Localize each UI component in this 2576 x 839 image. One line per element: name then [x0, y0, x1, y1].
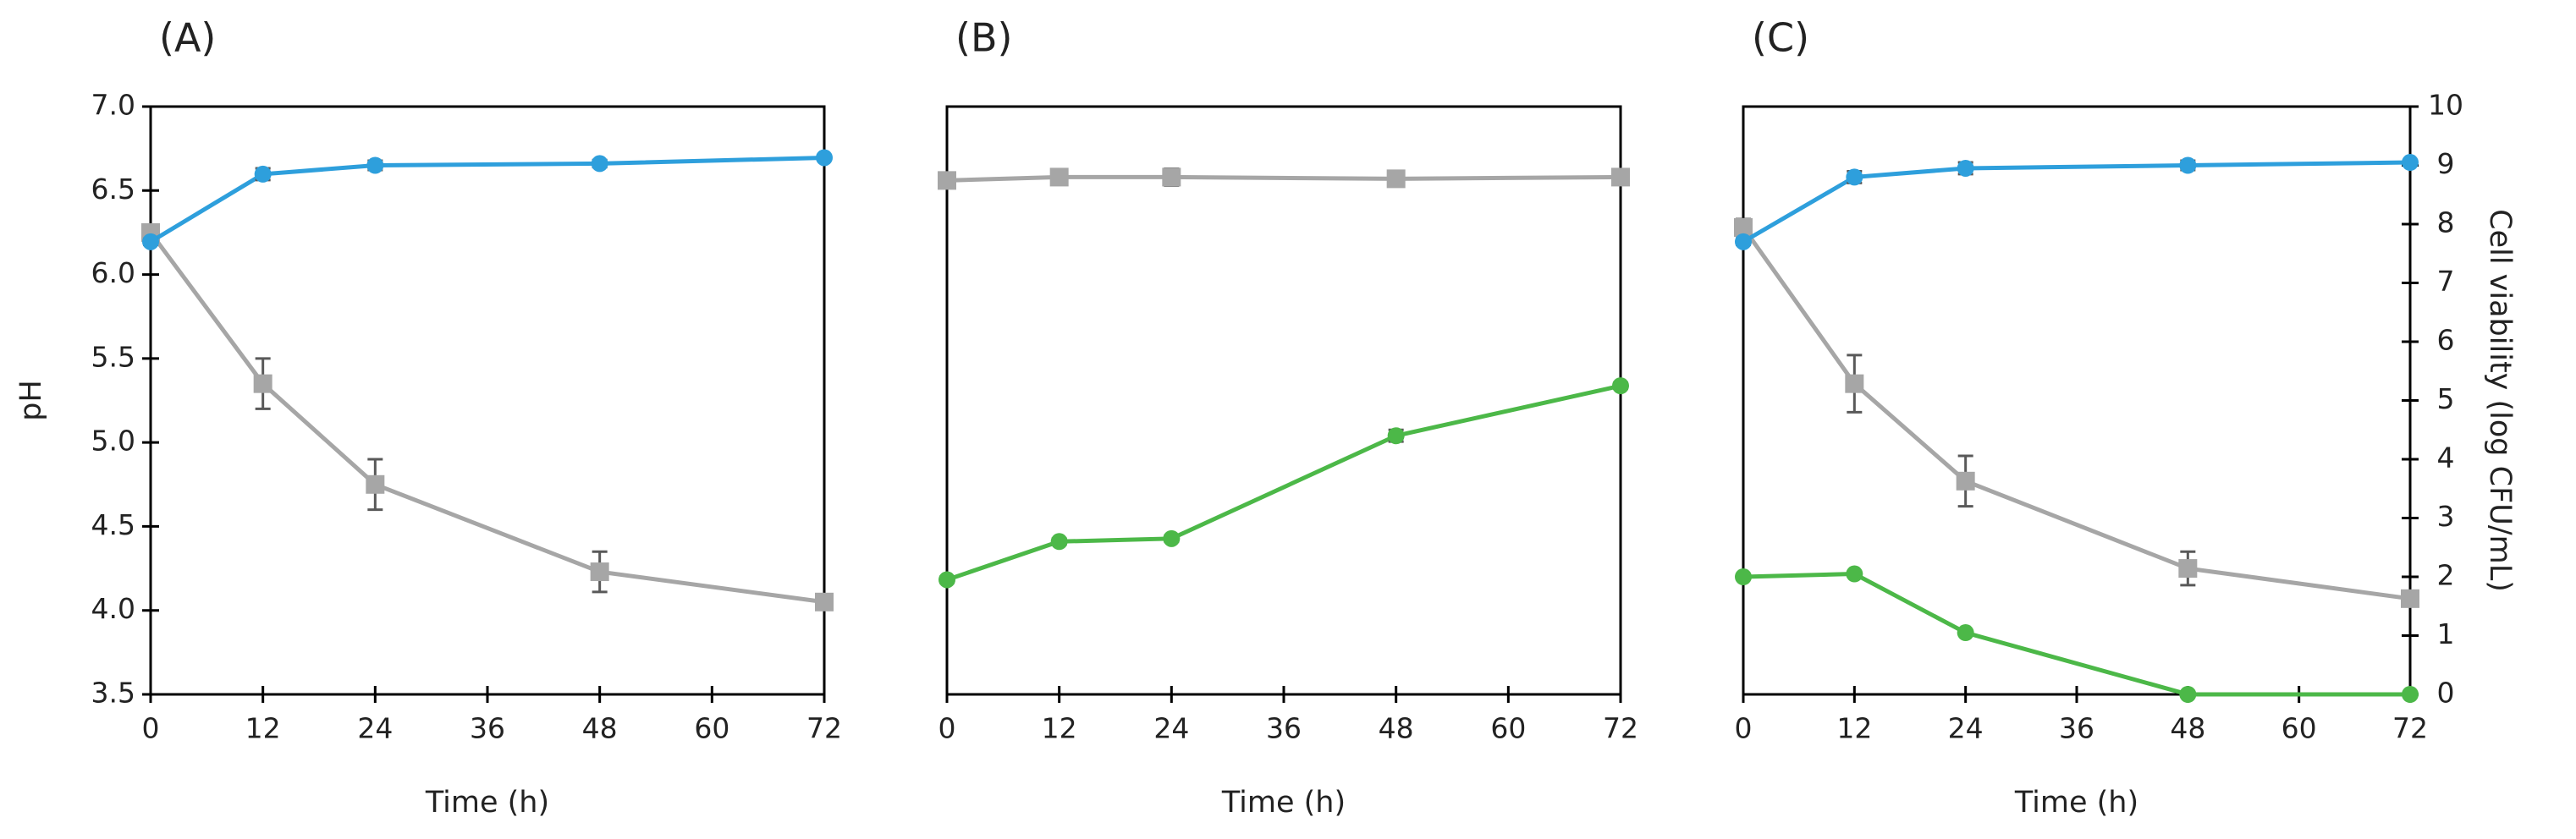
x-tick-label: 12 [1836, 712, 1872, 745]
marker [1163, 529, 1181, 547]
y-tick-label: 4.0 [91, 592, 135, 625]
x-tick-label: 72 [806, 712, 842, 745]
series-line [1741, 226, 2411, 601]
panel: (B) Time (h) 0 12 24 36 48 60 72 [938, 15, 1638, 820]
y2-tick-label: 7 [2437, 265, 2455, 298]
x-tick-label: 36 [1266, 712, 1302, 745]
marker [366, 156, 384, 174]
y-tick-label: 6.0 [91, 256, 135, 289]
marker [1612, 377, 1629, 395]
x-tick-label: 48 [1379, 712, 1414, 745]
x-axis-label: Time (h) [425, 786, 549, 820]
marker [815, 592, 834, 611]
y-tick-label: 4.5 [91, 508, 135, 541]
y2-tick-label: 10 [2428, 89, 2463, 122]
marker [1734, 217, 1753, 237]
marker [254, 165, 272, 183]
marker [2402, 686, 2419, 703]
x-tick-label: 36 [470, 712, 505, 745]
x-tick-label: 36 [2059, 712, 2094, 745]
y2-axis-label: Cell viability (log CFU/mL) [2483, 209, 2517, 592]
y-tick-label: 6.5 [91, 173, 135, 206]
plot-frame [149, 105, 826, 696]
y2-tick-label: 3 [2437, 500, 2455, 533]
x-tick-label: 0 [142, 712, 160, 745]
panel-label: (C) [1752, 15, 1809, 61]
x-axis-label: Time (h) [2014, 786, 2138, 820]
x-tick-label: 0 [1735, 712, 1753, 745]
y-tick-label: 3.5 [91, 677, 135, 710]
panel: (C)Time (h)0 12 24 36 48 60 72012345678910Cell… [1734, 15, 2517, 820]
y-axis-label: pH [14, 380, 48, 421]
y-tick-label: 5.0 [91, 425, 135, 458]
x-tick-label: 0 [938, 712, 956, 745]
x-tick-label: 72 [1603, 712, 1638, 745]
y2-tick-label: 4 [2437, 441, 2455, 474]
y2-tick-label: 6 [2437, 324, 2455, 357]
x-tick-label: 60 [2282, 712, 2317, 745]
y2-tick-label: 8 [2437, 206, 2455, 239]
marker [1735, 233, 1752, 250]
marker [2402, 154, 2419, 172]
marker [1049, 167, 1069, 187]
marker [2178, 559, 2198, 579]
x-axis-label: Time (h) [1221, 786, 1346, 820]
marker [938, 171, 956, 190]
marker [366, 474, 385, 494]
x-tick-label: 72 [2392, 712, 2428, 745]
panel: (A) Time (h) 0 12 24 36 48 60 72 3.5 4.0 4.5 5.0 5.5 6… [14, 15, 842, 820]
x-tick-label: 48 [582, 712, 618, 745]
marker [1386, 169, 1406, 189]
series-line [148, 231, 825, 605]
y-tick-label: 7.0 [91, 89, 135, 122]
x-tick-label: 12 [1042, 712, 1077, 745]
x-tick-label: 48 [2170, 712, 2205, 745]
marker [938, 571, 955, 589]
x-tick-label: 24 [1948, 712, 1984, 745]
series-line [946, 174, 1621, 183]
marker [1387, 427, 1405, 445]
panel-label: (A) [159, 15, 216, 61]
x-tick-label: 12 [245, 712, 281, 745]
marker [2401, 589, 2419, 608]
plot-frame [1742, 105, 2412, 696]
marker [142, 233, 159, 250]
marker [1611, 167, 1630, 187]
x-tick-label: 24 [357, 712, 393, 745]
x-tick-label: 60 [1490, 712, 1526, 745]
series-line [1742, 160, 2411, 244]
y2-tick-label: 2 [2437, 559, 2455, 592]
marker [590, 562, 609, 582]
x-tick-label: 24 [1153, 712, 1189, 745]
marker [1956, 471, 1975, 491]
plot-frame [945, 105, 1622, 696]
y2-tick-label: 0 [2437, 677, 2455, 710]
y-tick-label: 5.5 [91, 340, 135, 373]
y2-tick-label: 1 [2437, 617, 2455, 650]
marker [816, 149, 833, 167]
x-tick-label: 60 [694, 712, 729, 745]
marker [2179, 156, 2197, 174]
marker [1845, 374, 1864, 393]
series-line [1742, 572, 2410, 697]
y2-tick-label: 5 [2437, 382, 2455, 415]
marker [591, 155, 608, 173]
marker [1050, 533, 1068, 551]
marker [1846, 168, 1863, 186]
series-line [946, 383, 1621, 582]
marker [2179, 686, 2197, 703]
marker [253, 374, 272, 393]
panel-label: (B) [955, 15, 1012, 61]
y2-tick-label: 9 [2437, 147, 2455, 180]
marker [1846, 565, 1863, 583]
marker [1957, 159, 1974, 177]
marker [1957, 624, 1974, 642]
marker [1735, 568, 1752, 585]
marker [1162, 167, 1181, 187]
series-line [149, 155, 825, 244]
